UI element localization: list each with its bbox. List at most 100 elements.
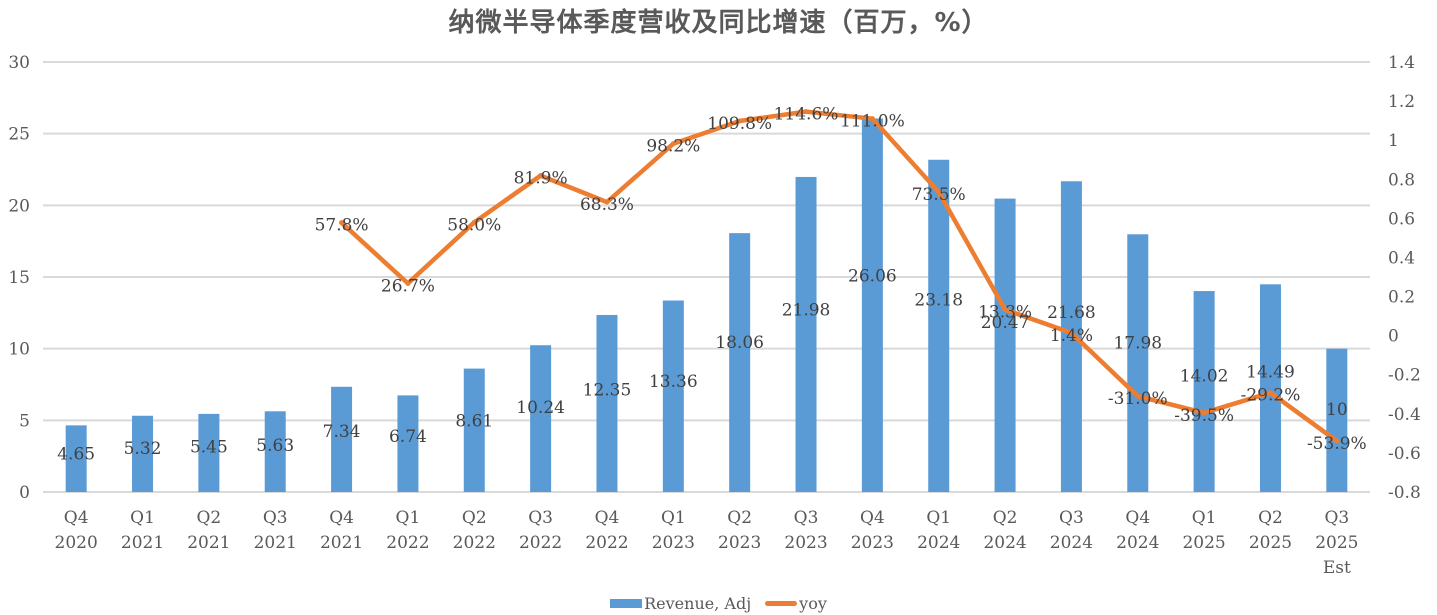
y-right-tick-label: 0 — [1388, 327, 1399, 347]
line-data-label: 109.8% — [707, 114, 772, 134]
bar-revenue — [1259, 284, 1281, 492]
x-tick-label: 2021 — [254, 533, 297, 553]
legend-swatch-revenue — [610, 599, 643, 608]
x-tick-label: 2024 — [917, 533, 960, 553]
point-yoy — [1201, 410, 1207, 416]
x-tick-label: 2024 — [983, 533, 1026, 553]
x-tick-label: 2023 — [784, 533, 827, 553]
x-tick-label: Q3 — [528, 508, 553, 528]
legend-swatch-yoy — [765, 601, 798, 606]
y-left-tick-label: 25 — [8, 125, 30, 145]
x-tick-label: Q2 — [462, 508, 487, 528]
line-data-label: -31.0% — [1108, 389, 1168, 409]
point-yoy — [670, 141, 676, 147]
x-tick-label: Q1 — [926, 508, 951, 528]
bar-revenue — [795, 176, 817, 492]
y-right-tick-label: 1.4 — [1388, 53, 1415, 73]
y-right-tick-label: 0.2 — [1388, 288, 1415, 308]
bar-revenue — [1326, 348, 1348, 492]
x-tick-label: 2024 — [1116, 533, 1159, 553]
bar-data-label: 10 — [1326, 400, 1348, 420]
x-tick-label: 2025 — [1315, 533, 1358, 553]
line-data-label: -29.2% — [1241, 386, 1301, 406]
line-data-label: 114.6% — [774, 105, 839, 125]
x-tick-label: Q4 — [595, 508, 620, 528]
bar-data-label: 17.98 — [1113, 334, 1162, 354]
x-tick-label: Q1 — [661, 508, 686, 528]
chart-plot-area: 051015202530-0.8-0.6-0.4-0.200.20.40.60.… — [8, 53, 1421, 578]
y-right-tick-label: 0.8 — [1388, 170, 1415, 190]
bar-data-label: 14.49 — [1246, 363, 1295, 383]
x-tick-label: 2020 — [55, 533, 98, 553]
line-yoy — [339, 109, 1340, 444]
y-right-tick-label: 1 — [1388, 131, 1399, 151]
legend-label-yoy: yoy — [799, 594, 827, 613]
chart-title: 纳微半导体季度营收及同比增速（百万，%） — [448, 8, 989, 38]
x-tick-label: 2022 — [386, 533, 429, 553]
y-right-tick-label: -0.4 — [1388, 405, 1421, 425]
y-right-tick-label: 0.4 — [1388, 248, 1415, 268]
x-tick-label: 2024 — [1050, 533, 1093, 553]
x-tick-label: Q4 — [329, 508, 354, 528]
x-tick-label: Q2 — [993, 508, 1018, 528]
point-yoy — [1135, 393, 1141, 399]
line-data-label: -39.5% — [1174, 406, 1234, 426]
x-tick-label: 2021 — [320, 533, 363, 553]
legend: Revenue, Adj yoy — [0, 594, 1437, 613]
bar-data-label: 8.61 — [455, 411, 493, 431]
y-right-tick-label: 0.6 — [1388, 209, 1415, 229]
y-left-tick-label: 30 — [8, 53, 30, 73]
x-tick-label: Q2 — [1258, 508, 1283, 528]
bar-data-label: 13.36 — [649, 372, 698, 392]
bar-revenue — [729, 233, 751, 492]
point-yoy — [803, 109, 809, 115]
point-yoy — [1267, 390, 1273, 396]
y-right-tick-label: 1.2 — [1388, 92, 1415, 112]
y-right-tick-label: -0.2 — [1388, 366, 1421, 386]
legend-label-revenue: Revenue, Adj — [644, 594, 752, 613]
line-data-label: 98.2% — [646, 137, 700, 157]
bar-data-label: 18.06 — [715, 333, 764, 353]
bar-data-label: 5.63 — [256, 436, 294, 456]
bar-data-label: 21.68 — [1047, 303, 1096, 323]
y-right-tick-label: -0.8 — [1388, 483, 1421, 503]
line-data-label: 68.3% — [580, 195, 634, 215]
y-left-tick-label: 5 — [19, 411, 30, 431]
bar-revenue — [662, 300, 684, 492]
line-data-label: 13.3% — [978, 303, 1032, 323]
point-yoy — [471, 219, 477, 225]
bar-revenue — [264, 411, 286, 492]
x-tick-label: 2023 — [718, 533, 761, 553]
x-tick-label: Q4 — [1125, 508, 1150, 528]
bar-revenue — [65, 425, 87, 492]
x-tick-label: 2021 — [121, 533, 164, 553]
x-tick-label: 2021 — [187, 533, 230, 553]
bar-revenue — [861, 118, 883, 493]
bar-revenue — [928, 159, 950, 492]
bar-data-label: 21.98 — [782, 300, 831, 320]
x-tick-label: Q3 — [794, 508, 819, 528]
bar-revenue — [596, 314, 618, 492]
point-yoy — [869, 116, 875, 122]
bar-revenue — [1060, 181, 1082, 492]
bar-revenue — [463, 368, 485, 492]
bar-revenue — [994, 198, 1016, 492]
line-data-label: 111.0% — [840, 112, 905, 132]
y-right-tick-label: -0.6 — [1388, 444, 1421, 464]
y-left-tick-label: 0 — [19, 483, 30, 503]
bar-data-label: 26.06 — [848, 266, 897, 286]
y-left-tick-label: 15 — [8, 268, 30, 288]
x-tick-label: 2025 — [1249, 533, 1292, 553]
bar-revenue — [1193, 291, 1215, 492]
line-data-label: 1.4% — [1050, 326, 1093, 346]
bar-data-label: 10.24 — [516, 398, 565, 418]
line-data-label: 73.5% — [912, 185, 966, 205]
line-data-label: 57.8% — [315, 216, 369, 236]
point-yoy — [936, 189, 942, 195]
x-tick-label: 2022 — [585, 533, 628, 553]
bar-data-label: 5.45 — [190, 438, 228, 458]
bar-revenue — [132, 415, 154, 492]
x-tick-label: Q2 — [727, 508, 752, 528]
x-tick-label: Q3 — [1324, 508, 1349, 528]
y-left-tick-label: 20 — [8, 196, 30, 216]
